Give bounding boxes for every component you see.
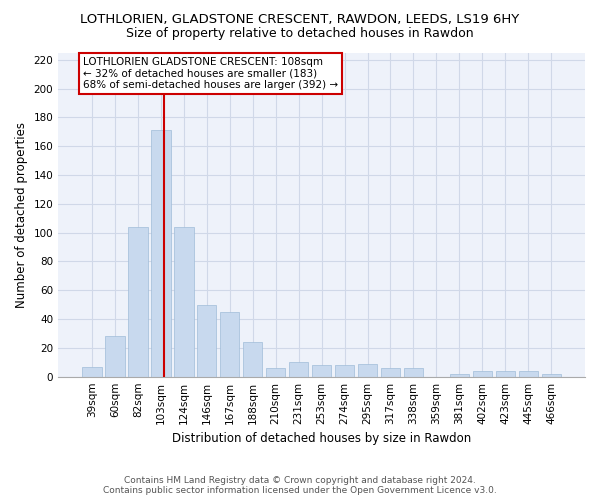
Bar [312, 365, 331, 376]
Bar [243, 342, 262, 376]
Text: Contains HM Land Registry data © Crown copyright and database right 2024.
Contai: Contains HM Land Registry data © Crown c… [103, 476, 497, 495]
Bar [266, 368, 286, 376]
Text: LOTHLORIEN, GLADSTONE CRESCENT, RAWDON, LEEDS, LS19 6HY: LOTHLORIEN, GLADSTONE CRESCENT, RAWDON, … [80, 12, 520, 26]
Bar [82, 366, 101, 376]
Bar [473, 371, 492, 376]
Bar [151, 130, 170, 376]
Bar [518, 371, 538, 376]
Bar [220, 312, 239, 376]
Bar [128, 227, 148, 376]
Text: LOTHLORIEN GLADSTONE CRESCENT: 108sqm
← 32% of detached houses are smaller (183): LOTHLORIEN GLADSTONE CRESCENT: 108sqm ← … [83, 57, 338, 90]
Bar [449, 374, 469, 376]
Bar [381, 368, 400, 376]
Y-axis label: Number of detached properties: Number of detached properties [15, 122, 28, 308]
Bar [404, 368, 423, 376]
Bar [496, 371, 515, 376]
Bar [542, 374, 561, 376]
Bar [358, 364, 377, 376]
Bar [197, 304, 217, 376]
Text: Size of property relative to detached houses in Rawdon: Size of property relative to detached ho… [126, 28, 474, 40]
Bar [105, 336, 125, 376]
Bar [335, 365, 355, 376]
X-axis label: Distribution of detached houses by size in Rawdon: Distribution of detached houses by size … [172, 432, 471, 445]
Bar [289, 362, 308, 376]
Bar [174, 227, 194, 376]
